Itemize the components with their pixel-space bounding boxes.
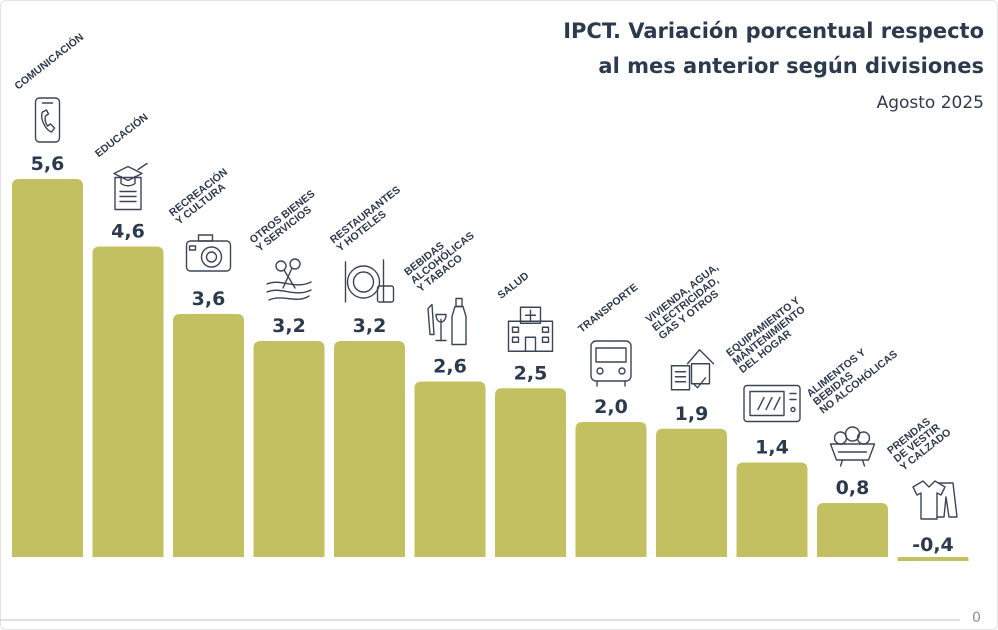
chart-title-line-1: IPCT. Variación porcentual respecto <box>563 19 984 43</box>
data-label: 4,6 <box>111 221 145 243</box>
data-label: 5,6 <box>31 153 65 175</box>
data-label: 0,8 <box>836 477 870 499</box>
bar-group: 2,5 SALUD <box>495 270 566 557</box>
food-basket-icon <box>829 426 876 467</box>
clothing-icon <box>912 480 958 520</box>
scissors-icon <box>266 258 312 301</box>
category-label-line: SALUD <box>495 270 531 302</box>
category-label-line: EDUCACIÓN <box>92 110 150 159</box>
bar <box>495 388 566 557</box>
bottles-icon <box>427 297 467 346</box>
data-label: 2,0 <box>594 396 628 418</box>
title-block: IPCT. Variación porcentual respecto al m… <box>464 14 984 118</box>
data-label: 3,6 <box>192 288 226 310</box>
bar <box>414 381 486 557</box>
category-label: VIVIENDA, AGUA,ELECTRICIDAD,GAS Y OTROS <box>644 261 734 342</box>
category-label-line: COMUNICACIÓN <box>12 30 86 92</box>
bar-group: 3,2 RESTAURANTESY HOTELES <box>328 184 409 557</box>
bar <box>92 246 164 557</box>
bar-group: 3,2 OTROS BIENESY SERVICIOS <box>247 188 325 557</box>
bar-group: 3,6 RECREACIÓNY CULTURA <box>166 165 244 557</box>
bar-group: 2,0 TRANSPORTE <box>575 281 647 557</box>
house-icon <box>670 349 715 391</box>
category-label: PRENDASDE VESTIRY CALZADO <box>885 410 953 474</box>
bar <box>334 341 405 557</box>
category-label: TRANSPORTE <box>576 281 640 335</box>
bar <box>817 503 888 557</box>
microwave-icon <box>743 384 801 423</box>
bus-icon <box>590 340 632 387</box>
bar-group: 1,9 VIVIENDA, AGUA,ELECTRICIDAD,GAS Y OTR… <box>644 261 734 557</box>
data-label: 2,5 <box>514 362 548 384</box>
chart-title-line-2: al mes anterior según divisiones <box>598 54 984 78</box>
bar <box>12 179 83 557</box>
bar <box>253 341 325 557</box>
camera-icon <box>185 234 232 272</box>
category-label: BEBIDASALCOHÓLICASY TABACO <box>402 221 483 294</box>
category-label: EDUCACIÓN <box>92 110 150 159</box>
bar <box>575 422 647 557</box>
bar <box>656 428 727 557</box>
category-label: EQUIPAMIENTO YMANTENIMIENTODEL HOGAR <box>724 295 815 376</box>
hospital-icon <box>507 306 554 352</box>
data-label: 1,4 <box>755 437 789 459</box>
bar <box>736 462 808 557</box>
bar-group: 1,4 EQUIPAMIENTO YMANTENIMIENTODEL HOGAR <box>724 295 815 557</box>
category-label: COMUNICACIÓN <box>12 30 86 92</box>
chart-subtitle: Agosto 2025 <box>876 93 984 113</box>
data-label: 1,9 <box>675 403 709 425</box>
bar-group: -0,4 PRENDASDE VESTIRY CALZADO <box>885 410 969 561</box>
data-label: 3,2 <box>272 315 306 337</box>
category-label: RECREACIÓNY CULTURA <box>166 165 236 227</box>
data-label: 3,2 <box>353 315 387 337</box>
phone-icon <box>34 97 61 143</box>
bar-group: 4,6 EDUCACIÓN <box>92 110 164 557</box>
bar <box>897 557 969 561</box>
category-label: SALUD <box>495 270 531 302</box>
category-label-line: RESTAURANTES <box>328 184 403 246</box>
category-label: RESTAURANTESY HOTELES <box>328 184 409 254</box>
category-label: OTROS BIENESY SERVICIOS <box>247 188 323 255</box>
category-label-line: TRANSPORTE <box>576 281 640 335</box>
bar <box>173 314 244 557</box>
data-label: 2,6 <box>433 356 467 378</box>
education-icon <box>113 162 148 211</box>
bar-group: 2,6 BEBIDASALCOHÓLICASY TABACO <box>402 221 486 557</box>
zero-tick-label: 0 <box>972 610 981 626</box>
bar-group: 5,6 COMUNICACIÓN <box>12 30 86 557</box>
category-label: ALIMENTOS YBEBIDASNO ALCOHÓLICAS <box>805 332 900 417</box>
plate-cutlery-icon <box>344 259 395 303</box>
bar-group: 0,8 ALIMENTOS YBEBIDASNO ALCOHÓLICAS <box>805 332 900 557</box>
data-label: -0,4 <box>912 534 954 556</box>
